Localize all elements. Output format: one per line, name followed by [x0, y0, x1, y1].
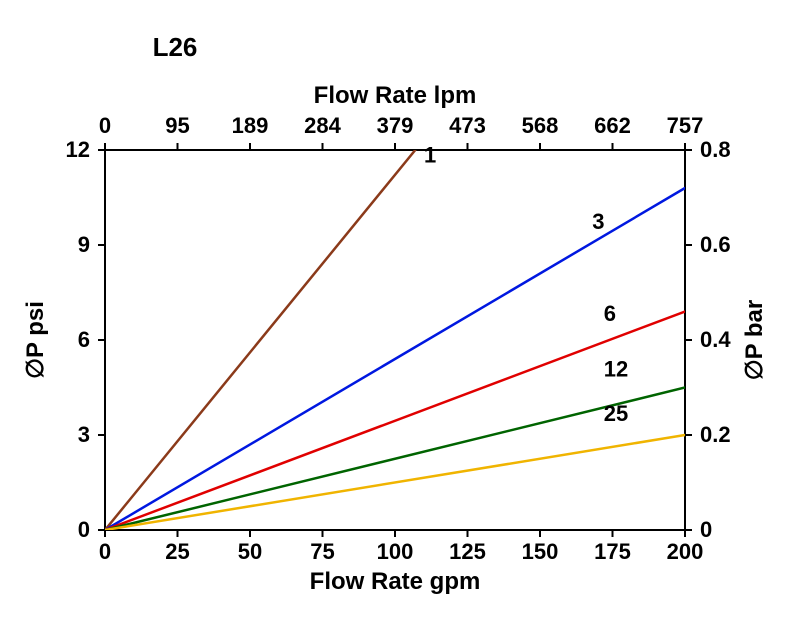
x-top-tick-label: 473 [449, 113, 486, 138]
x-bottom-tick-label: 125 [449, 539, 486, 564]
x-top-tick-label: 0 [99, 113, 111, 138]
x-top-axis-label: Flow Rate lpm [314, 82, 477, 109]
x-top-tick-label: 284 [304, 113, 341, 138]
y-left-tick-label: 12 [66, 137, 90, 162]
series-label-3: 3 [592, 209, 604, 234]
y-right-tick-label: 0.4 [700, 327, 731, 352]
y-left-axis-label: ∅P psi [22, 301, 49, 379]
y-left-tick-label: 0 [78, 517, 90, 542]
y-right-tick-label: 0 [700, 517, 712, 542]
y-right-axis-label: ∅P bar [741, 300, 768, 381]
x-bottom-tick-label: 50 [238, 539, 262, 564]
x-bottom-tick-label: 75 [310, 539, 334, 564]
x-bottom-axis-label: Flow Rate gpm [310, 568, 481, 595]
x-bottom-tick-label: 25 [165, 539, 189, 564]
series-label-6: 6 [604, 301, 616, 326]
series-label-25: 25 [604, 401, 628, 426]
chart-stage: 0255075100125150175200Flow Rate gpm09518… [0, 0, 798, 642]
x-bottom-tick-label: 100 [377, 539, 414, 564]
y-right-tick-label: 0.6 [700, 232, 731, 257]
y-left-tick-label: 9 [78, 232, 90, 257]
y-left-tick-label: 6 [78, 327, 90, 352]
x-bottom-tick-label: 0 [99, 539, 111, 564]
chart-title: L26 [153, 32, 198, 62]
series-label-12: 12 [604, 356, 628, 381]
x-top-tick-label: 662 [594, 113, 631, 138]
x-top-tick-label: 379 [377, 113, 414, 138]
y-right-tick-label: 0.2 [700, 422, 731, 447]
x-top-tick-label: 757 [667, 113, 704, 138]
series-label-1: 1 [424, 143, 436, 168]
x-top-tick-label: 95 [165, 113, 189, 138]
x-top-tick-label: 189 [232, 113, 269, 138]
y-right-tick-label: 0.8 [700, 137, 731, 162]
chart-svg: 0255075100125150175200Flow Rate gpm09518… [0, 0, 798, 642]
x-bottom-tick-label: 200 [667, 539, 704, 564]
y-left-tick-label: 3 [78, 422, 90, 447]
x-bottom-tick-label: 175 [594, 539, 631, 564]
x-bottom-tick-label: 150 [522, 539, 559, 564]
x-top-tick-label: 568 [522, 113, 559, 138]
